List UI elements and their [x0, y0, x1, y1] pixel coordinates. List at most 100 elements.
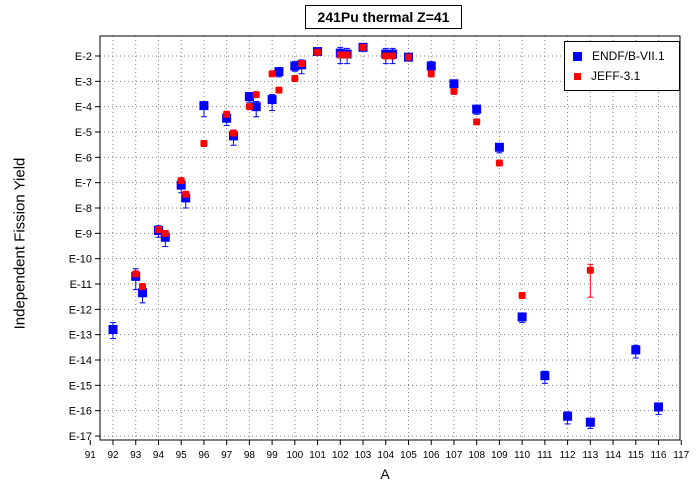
x-tick-label: 112: [560, 450, 576, 461]
x-tick-label: 95: [176, 450, 188, 461]
x-tick-label: 96: [198, 450, 210, 461]
x-tick-label: 100: [286, 450, 303, 461]
x-tick-label: 92: [107, 450, 119, 461]
data-point: [108, 324, 118, 334]
x-tick-label: 110: [514, 450, 530, 461]
data-point: [494, 142, 504, 152]
x-tick-label: 117: [673, 450, 689, 461]
data-point: [382, 52, 390, 60]
y-tick-label: E-2: [75, 51, 92, 63]
x-tick-label: 111: [537, 450, 553, 461]
y-axis-label: Independent Fission Yield: [11, 157, 29, 330]
legend-marker-endf: [573, 51, 582, 61]
x-tick-label: 102: [332, 450, 349, 461]
data-point: [223, 110, 231, 118]
data-point: [161, 229, 169, 237]
data-point: [517, 312, 527, 322]
y-tick-label: E-6: [75, 152, 92, 164]
x-tick-label: 105: [400, 450, 417, 461]
data-point: [245, 103, 253, 111]
y-tick-label: E-9: [75, 228, 92, 240]
x-tick-label: 107: [446, 450, 463, 461]
data-point: [177, 177, 185, 185]
data-point: [251, 102, 261, 112]
data-point: [473, 118, 481, 126]
data-point: [199, 101, 209, 111]
data-point: [200, 140, 208, 148]
x-tick-label: 116: [651, 450, 667, 461]
x-tick-label: 94: [153, 450, 165, 461]
data-point: [359, 43, 367, 51]
x-tick-label: 91: [85, 450, 97, 461]
grid-layer: [100, 36, 680, 440]
data-point: [154, 226, 162, 234]
x-tick-label: 115: [628, 450, 644, 461]
y-tick-label: E-8: [75, 203, 92, 215]
y-tick-label: E-13: [69, 330, 92, 342]
data-point: [139, 282, 147, 290]
legend: ENDF/B-VII.1 JEFF-3.1: [564, 41, 680, 91]
data-point: [540, 371, 550, 381]
data-point: [314, 48, 322, 56]
data-point: [298, 60, 306, 68]
data-point: [176, 180, 186, 190]
y-tick-label: E-16: [69, 406, 92, 418]
x-tick-label: 101: [309, 450, 326, 461]
x-tick-label: 103: [355, 450, 372, 461]
data-point: [268, 70, 276, 78]
data-point: [138, 288, 148, 298]
y-axis-ticks: E-2 E-3 E-4 E-5 E-6 E-7 E-8 E-9 E-10 E-11 E-12 E-13…: [69, 51, 100, 443]
data-point: [160, 232, 170, 242]
data-point: [182, 190, 190, 198]
data-point: [274, 67, 284, 77]
x-tick-label: 104: [377, 450, 394, 461]
x-tick-label: 99: [267, 450, 279, 461]
x-axis-label: A: [380, 466, 390, 482]
data-point: [229, 129, 237, 137]
x-tick-label: 109: [491, 450, 508, 461]
y-tick-label: E-11: [70, 279, 92, 291]
data-point: [291, 74, 299, 82]
x-axis-ticks: 91 92 93 94 95 96 97 98 99 100 101 102 103 104 105 106 1…: [85, 440, 690, 461]
legend-item-endf: ENDF/B-VII.1: [573, 48, 665, 64]
data-point: [275, 86, 283, 94]
x-tick-label: 93: [130, 450, 142, 461]
plot-frame: [99, 35, 681, 441]
data-point: [472, 104, 482, 114]
x-tick-label: 97: [221, 450, 233, 461]
data-point: [449, 79, 459, 89]
legend-marker-jeff: [574, 72, 581, 80]
y-tick-label: E-3: [75, 76, 92, 88]
data-point: [132, 270, 140, 278]
data-point: [495, 159, 503, 167]
legend-label-jeff: JEFF-3.1: [591, 69, 641, 83]
data-point: [244, 92, 254, 102]
legend-label-endf: ENDF/B-VII.1: [592, 49, 665, 63]
y-tick-label: E-15: [69, 380, 92, 392]
legend-item-jeff: JEFF-3.1: [573, 68, 640, 84]
x-tick-label: 98: [244, 450, 256, 461]
y-tick-label: E-5: [75, 127, 92, 139]
data-point: [586, 266, 594, 274]
series-jeff: [132, 43, 594, 300]
data-point: [404, 53, 412, 61]
data-point: [427, 70, 435, 78]
data-point: [654, 402, 664, 412]
data-point: [389, 52, 397, 60]
x-tick-label: 113: [582, 450, 598, 461]
y-tick-label: E-4: [75, 102, 92, 114]
y-tick-label: E-7: [75, 178, 92, 190]
data-point: [426, 61, 436, 71]
x-tick-label: 108: [468, 450, 485, 461]
data-point: [336, 51, 344, 59]
data-point: [563, 411, 573, 421]
data-point: [631, 345, 641, 355]
y-tick-label: E-10: [69, 254, 92, 266]
data-point: [518, 292, 526, 300]
data-point: [585, 417, 595, 427]
y-tick-label: E-14: [69, 355, 92, 367]
y-tick-label: E-17: [69, 431, 92, 443]
x-tick-label: 106: [423, 450, 440, 461]
data-point: [222, 113, 232, 123]
